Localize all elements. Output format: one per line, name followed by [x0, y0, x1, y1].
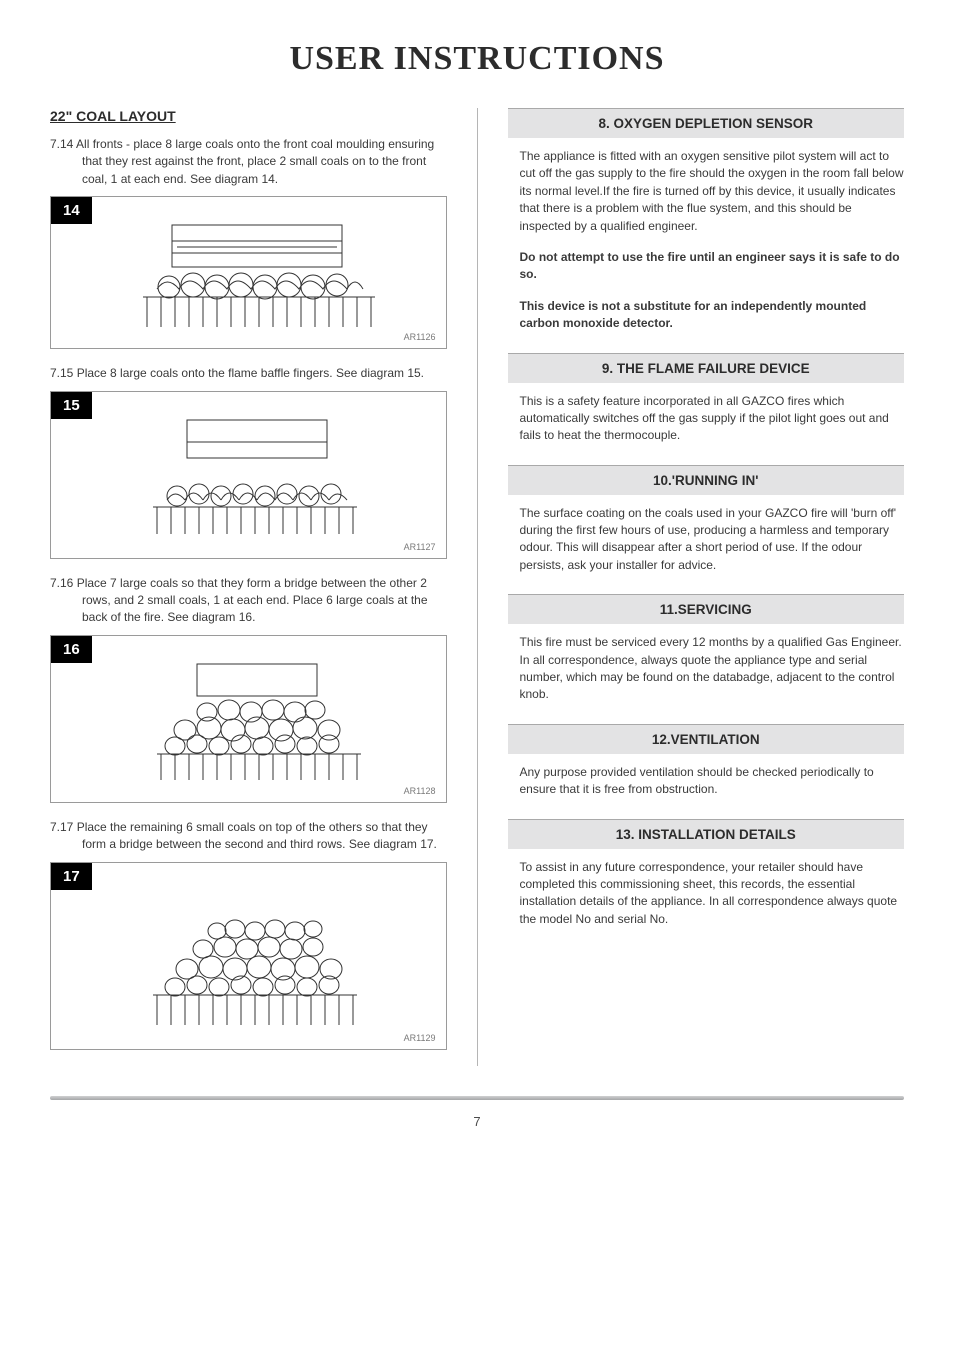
section-9-title: 9. THE FLAME FAILURE DEVICE: [508, 353, 905, 383]
item-7-16: 7.16 Place 7 large coals so that they fo…: [50, 575, 447, 627]
column-divider: [477, 108, 478, 1066]
diagram-14: 14: [50, 196, 447, 349]
page-title: USER INSTRUCTIONS: [50, 40, 904, 78]
diagram-14-ref: AR1126: [404, 332, 436, 342]
section-13: 13. INSTALLATION DETAILS To assist in an…: [508, 819, 905, 929]
two-column-layout: 22" COAL LAYOUT 7.14 All fronts - place …: [50, 108, 904, 1066]
diagram-17-tag: 17: [51, 863, 92, 890]
diagram-17-ref: AR1129: [404, 1033, 436, 1043]
diagram-17-svg: [51, 863, 434, 1039]
section-8-title: 8. OXYGEN DEPLETION SENSOR: [508, 108, 905, 138]
diagram-15-ref: AR1127: [404, 542, 436, 552]
diagram-14-svg: [51, 197, 434, 338]
section-8-p2: Do not attempt to use the fire until an …: [508, 249, 905, 284]
section-10-p1: The surface coating on the coals used in…: [508, 505, 905, 575]
diagram-14-tag: 14: [51, 197, 92, 224]
diagram-15: 15: [50, 391, 447, 559]
section-13-p1: To assist in any future correspondence, …: [508, 859, 905, 929]
section-12-title: 12.VENTILATION: [508, 724, 905, 754]
diagram-16-tag: 16: [51, 636, 92, 663]
diagram-15-tag: 15: [51, 392, 92, 419]
section-8-p1: The appliance is fitted with an oxygen s…: [508, 148, 905, 235]
item-7-15: 7.15 Place 8 large coals onto the flame …: [50, 365, 447, 382]
section-12: 12.VENTILATION Any purpose provided vent…: [508, 724, 905, 799]
section-9-p1: This is a safety feature incorporated in…: [508, 393, 905, 445]
right-column: 8. OXYGEN DEPLETION SENSOR The appliance…: [508, 108, 905, 1066]
section-8: 8. OXYGEN DEPLETION SENSOR The appliance…: [508, 108, 905, 333]
section-13-title: 13. INSTALLATION DETAILS: [508, 819, 905, 849]
page-number: 7: [50, 1114, 904, 1129]
diagram-16: 16: [50, 635, 447, 803]
footer-rule: [50, 1096, 904, 1100]
coal-layout-heading: 22" COAL LAYOUT: [50, 108, 447, 124]
diagram-16-ref: AR1128: [404, 786, 436, 796]
diagram-15-svg: [51, 392, 434, 548]
section-11: 11.SERVICING This fire must be serviced …: [508, 594, 905, 704]
diagram-17: 17: [50, 862, 447, 1050]
section-9: 9. THE FLAME FAILURE DEVICE This is a sa…: [508, 353, 905, 445]
diagram-16-svg: [51, 636, 434, 792]
section-10-title: 10.'RUNNING IN': [508, 465, 905, 495]
section-12-p1: Any purpose provided ventilation should …: [508, 764, 905, 799]
item-7-14: 7.14 All fronts - place 8 large coals on…: [50, 136, 447, 188]
section-10: 10.'RUNNING IN' The surface coating on t…: [508, 465, 905, 575]
section-11-p1: This fire must be serviced every 12 mont…: [508, 634, 905, 704]
section-11-title: 11.SERVICING: [508, 594, 905, 624]
item-7-17: 7.17 Place the remaining 6 small coals o…: [50, 819, 447, 854]
left-column: 22" COAL LAYOUT 7.14 All fronts - place …: [50, 108, 447, 1066]
section-8-p3: This device is not a substitute for an i…: [508, 298, 905, 333]
